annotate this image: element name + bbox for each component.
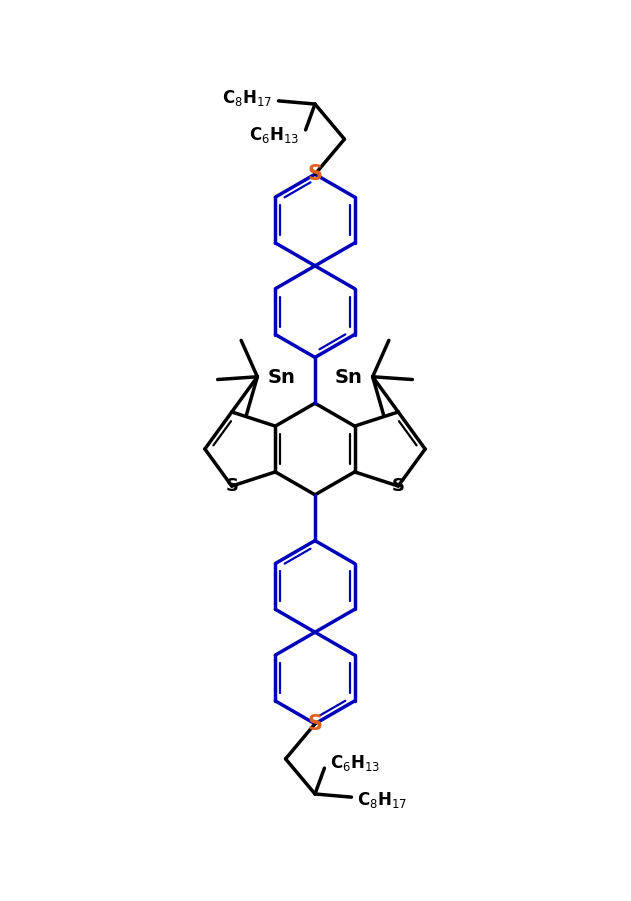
- Text: S: S: [225, 477, 239, 495]
- Text: S: S: [392, 477, 404, 495]
- Text: C$_6$H$_{13}$: C$_6$H$_{13}$: [331, 753, 380, 773]
- Text: S: S: [307, 714, 322, 733]
- Text: C$_8$H$_{17}$: C$_8$H$_{17}$: [222, 88, 273, 108]
- Text: Sn: Sn: [268, 369, 295, 387]
- Text: Sn: Sn: [335, 369, 363, 387]
- Text: C$_6$H$_{13}$: C$_6$H$_{13}$: [249, 125, 300, 145]
- Text: S: S: [307, 164, 322, 184]
- Text: C$_8$H$_{17}$: C$_8$H$_{17}$: [358, 790, 408, 810]
